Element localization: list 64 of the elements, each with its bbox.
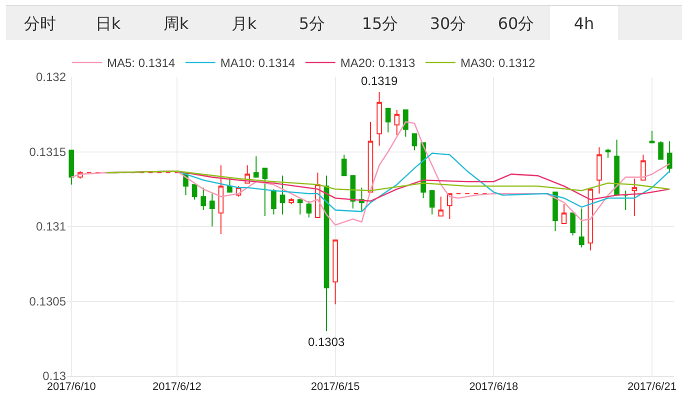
x-tick-label: 2017/6/10: [46, 381, 96, 394]
candlestick: [632, 178, 638, 217]
category-label: 月k: [210, 6, 278, 42]
candlestick: [578, 208, 584, 248]
candlestick: [192, 184, 198, 200]
category-label: 分时: [6, 6, 74, 42]
candlestick: [262, 168, 268, 217]
legend-label: MA10: 0.1314: [220, 56, 296, 70]
candlestick: [297, 199, 303, 216]
candlestick: [324, 175, 330, 332]
candlestick: [332, 239, 338, 305]
y-tick-label: 0.131: [36, 220, 66, 234]
candlestick: [376, 91, 382, 146]
candlestick: [614, 139, 620, 196]
x-tick-label: 2017/6/18: [469, 381, 518, 394]
candlestick: [68, 150, 74, 186]
candlestick: [640, 154, 646, 181]
category-label: 15分: [346, 6, 414, 42]
candlestick: [306, 200, 312, 218]
candlestick: [368, 121, 374, 193]
candlestick: [341, 154, 347, 176]
x-tick-label: 2017/6/15: [310, 381, 360, 394]
candlestick: [605, 148, 611, 158]
candlestick: [288, 198, 294, 205]
y-tick-label: 0.132: [36, 70, 66, 84]
candlestick: [596, 146, 602, 194]
y-tick-label: 0.1305: [29, 294, 66, 308]
category-label: 30分: [414, 6, 482, 42]
candlestick: [622, 190, 628, 211]
legend-label: MA30: 0.1312: [460, 56, 536, 70]
candlestick: [280, 175, 286, 216]
category-label: 5分: [278, 6, 346, 42]
legend-label: MA5: 0.1314: [107, 56, 176, 70]
candlestick: [227, 176, 232, 193]
category-label: 60分: [482, 6, 550, 42]
category-label: 周k: [142, 6, 210, 42]
candlestick: [200, 187, 206, 211]
y-tick-label: 0.1315: [29, 144, 66, 159]
candlestick: [552, 192, 558, 232]
candlestick: [403, 109, 408, 138]
candlestick: [412, 133, 418, 151]
line-series: [70, 121, 670, 226]
line-series: [106, 170, 670, 192]
category-label: 4h: [550, 6, 618, 42]
candlestick: [561, 204, 567, 224]
y-tick-label: 0.13: [42, 369, 66, 384]
candlestick: [666, 140, 672, 174]
candlestick: [210, 193, 215, 227]
candlestick: [253, 156, 259, 178]
x-tick-label: 2017/6/21: [628, 381, 676, 394]
candlestick: [438, 196, 444, 217]
legend-label: MA20: 0.1313: [340, 56, 416, 70]
candlestick: [570, 212, 576, 236]
candlestick: [385, 108, 391, 133]
candlestick: [394, 109, 400, 136]
category-label: 日k: [74, 6, 142, 42]
x-tick-label: 2017/6/12: [152, 381, 202, 394]
candlestick: [429, 190, 435, 216]
candlestick: [218, 164, 224, 234]
candlestick: [271, 188, 276, 216]
annotation: 0.1319: [361, 74, 398, 88]
candlestick: [658, 140, 664, 160]
annotation: 0.1303: [308, 335, 346, 349]
candlestick: [649, 130, 655, 144]
